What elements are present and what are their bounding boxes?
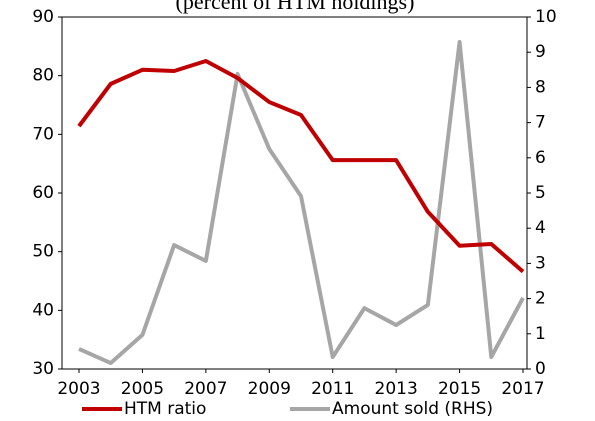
- y2-tick-label: 9: [535, 42, 546, 62]
- legend-label: HTM ratio: [124, 399, 206, 419]
- y2-tick-label: 5: [535, 183, 546, 203]
- y2-tick-label: 8: [535, 77, 546, 97]
- y2-tick-label: 4: [535, 218, 546, 238]
- x-tick-label: 2007: [184, 379, 227, 399]
- y-tick-label: 40: [32, 300, 54, 320]
- series-line: [77, 59, 525, 274]
- y2-tick-label: 7: [535, 113, 546, 133]
- x-tick-label: 2013: [375, 379, 418, 399]
- x-tick-label: 2011: [311, 379, 354, 399]
- y2-tick-label: 3: [535, 253, 546, 273]
- y2-tick-label: 0: [535, 359, 546, 379]
- y-tick-label: 50: [32, 242, 54, 262]
- x-tick-label: 2003: [57, 379, 100, 399]
- x-tick-label: 2015: [438, 379, 481, 399]
- y2-tick-label: 6: [535, 148, 546, 168]
- chart-subtitle: (percent of HTM holdings): [176, 0, 415, 14]
- y-tick-label: 90: [32, 7, 54, 27]
- y-tick-label: 30: [32, 359, 54, 379]
- y2-tick-label: 2: [535, 289, 546, 309]
- x-tick-label: 2005: [121, 379, 164, 399]
- x-tick-label: 2009: [248, 379, 291, 399]
- y2-tick-label: 1: [535, 324, 546, 344]
- legend-label: Amount sold (RHS): [332, 399, 493, 419]
- y-tick-label: 80: [32, 66, 54, 86]
- y-tick-label: 70: [32, 124, 54, 144]
- y-tick-label: 60: [32, 183, 54, 203]
- x-tick-label: 2017: [501, 379, 544, 399]
- series-line: [78, 39, 525, 366]
- y2-tick-label: 10: [535, 7, 557, 27]
